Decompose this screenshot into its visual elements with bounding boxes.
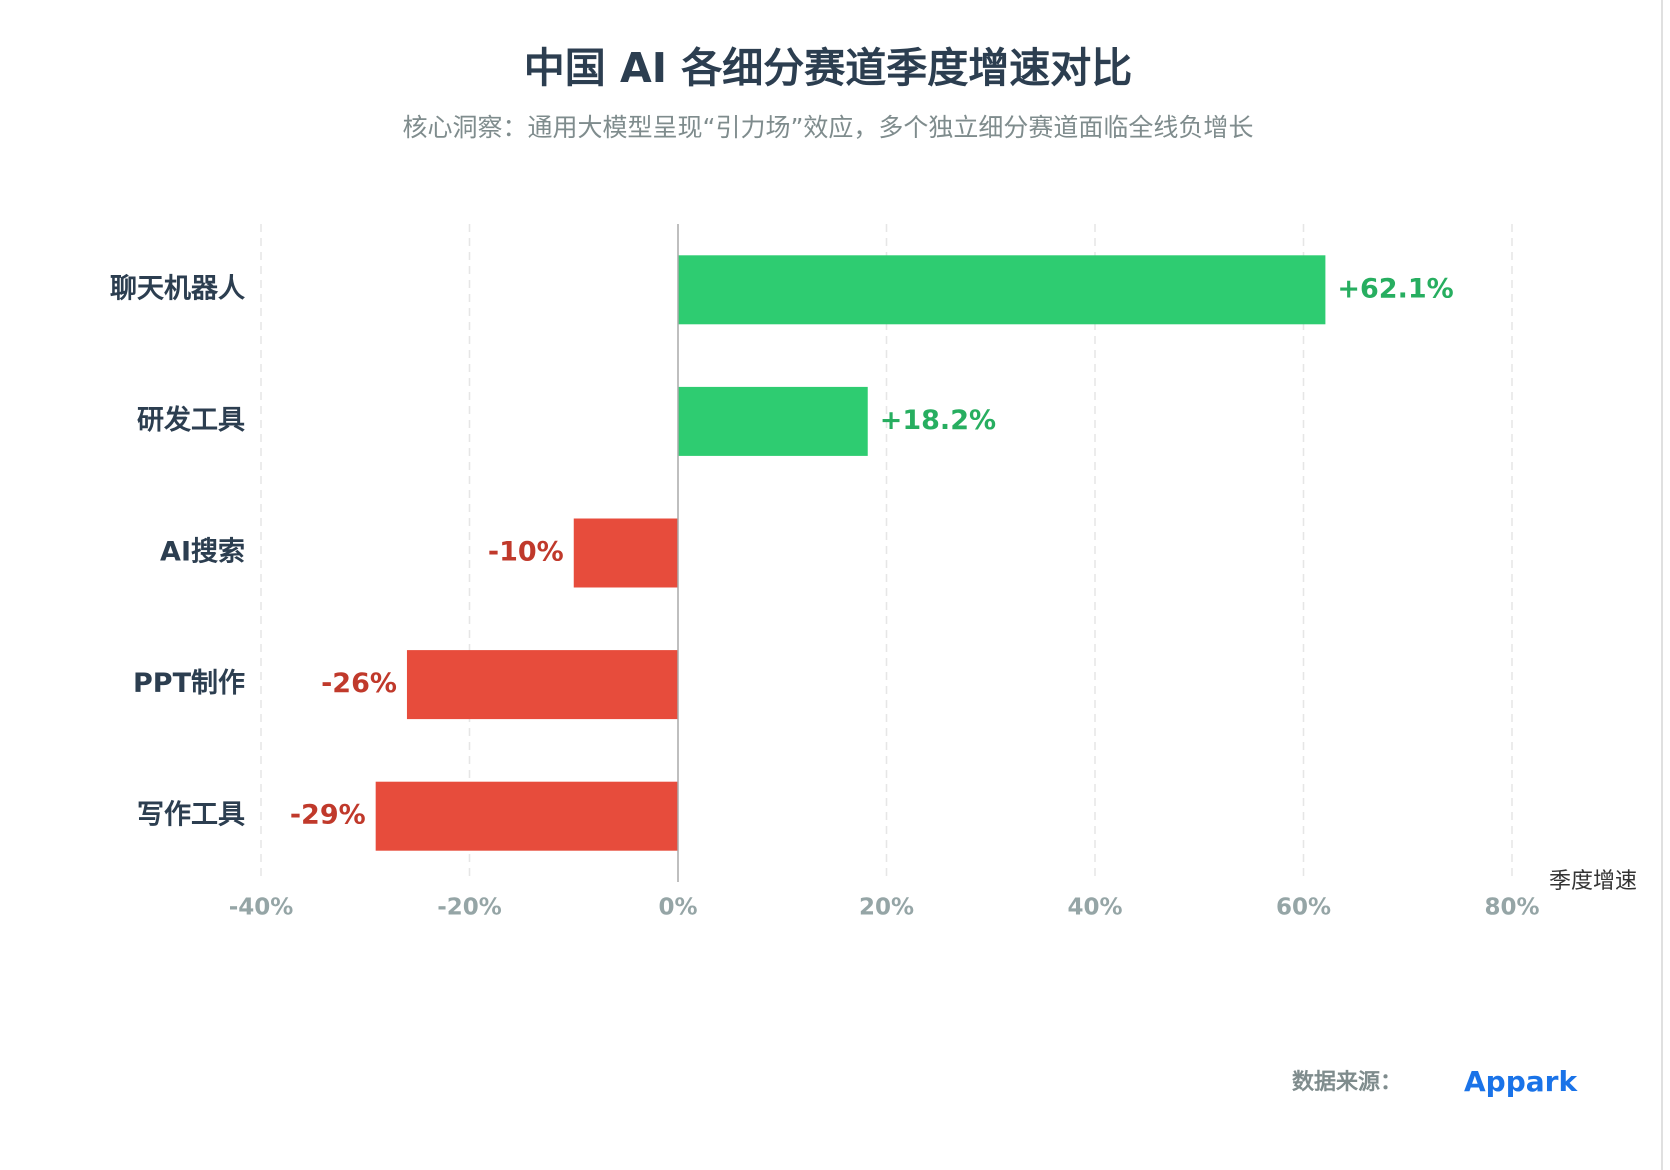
chart-subtitle: 核心洞察：通用大模型呈现“引力场”效应，多个独立细分赛道面临全线负增长: [403, 113, 1254, 142]
y-tick-label: PPT制作: [133, 668, 245, 699]
source[interactable]: Appark: [1464, 1065, 1578, 1098]
y-tick-label: 聊天机器人: [110, 273, 245, 304]
bar: [406, 650, 678, 720]
bar: [678, 386, 868, 456]
x-tick-label: -20%: [437, 895, 502, 921]
value-label: +62.1%: [1337, 273, 1453, 304]
value-label: -10%: [488, 537, 564, 568]
y-tick-label: AI搜索: [160, 537, 245, 568]
x-tick-label: -40%: [229, 895, 294, 921]
source-label: 数据来源：: [1292, 1069, 1402, 1095]
value-label: +18.2%: [880, 405, 996, 436]
chart-title: 中国 AI 各细分赛道季度增速对比: [524, 44, 1133, 92]
bar: [678, 255, 1326, 325]
x-tick-label: 20%: [859, 895, 914, 921]
x-tick-label: 80%: [1484, 895, 1539, 921]
value-label: -26%: [321, 668, 397, 699]
y-tick-label: 研发工具: [137, 404, 245, 436]
value-label: -29%: [290, 800, 366, 831]
bar: [573, 518, 678, 588]
x-tick-label: 60%: [1276, 895, 1331, 921]
x-axis-title: 季度增速: [1549, 869, 1637, 894]
x-tick-label: 40%: [1067, 895, 1122, 921]
x-tick-label: 0%: [658, 895, 697, 921]
bar: [375, 781, 678, 851]
y-tick-label: 写作工具: [137, 800, 245, 831]
